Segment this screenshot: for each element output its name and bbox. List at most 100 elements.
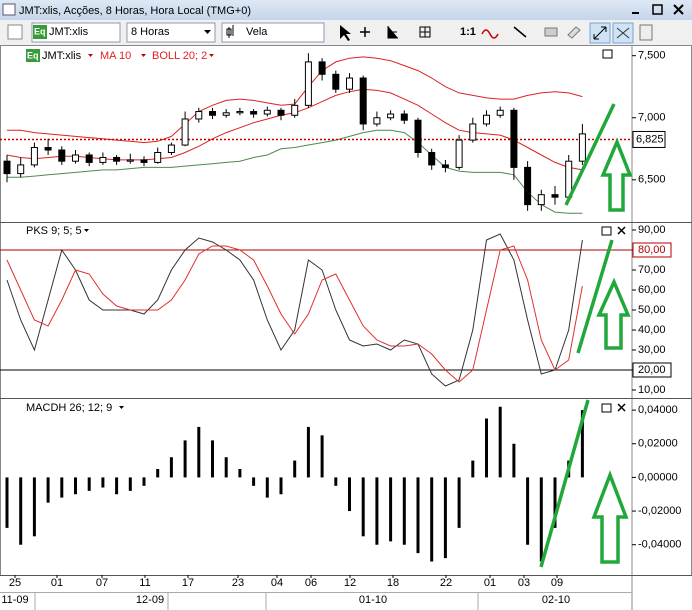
candle-body (346, 77, 353, 90)
eq-badge-text: Eq (27, 50, 39, 60)
cursor-tool[interactable] (340, 25, 351, 41)
eq-badge (26, 49, 40, 62)
y-tick-label: 40,00 (638, 324, 666, 336)
indicator-tool[interactable] (481, 29, 499, 39)
window-icon (2, 3, 16, 16)
x-tick-label: 23 (232, 577, 244, 589)
y-tick-label: 7,000 (638, 112, 666, 124)
candle-body (428, 151, 436, 166)
window-title: JMT:xlis, Acções, 8 Horas, Hora Local (T… (19, 5, 251, 17)
candle-body (167, 144, 175, 153)
x-period-label: 11-09 (1, 594, 28, 606)
eraser-tool[interactable] (544, 27, 558, 37)
candle-body (318, 61, 326, 75)
legend-boll[interactable]: BOLL 20; 2 (152, 50, 207, 62)
y-tick-label: 90,00 (638, 224, 666, 236)
close-button[interactable] (673, 4, 684, 15)
oscillator-line (6, 245, 583, 383)
x-tick-label: 09 (551, 577, 563, 589)
candle-body (99, 156, 107, 163)
zoom-text[interactable]: 1:1 (460, 26, 476, 38)
panel-close[interactable] (617, 226, 626, 235)
pen-tool[interactable] (567, 26, 581, 39)
dropdown-arrow (204, 30, 211, 34)
candle-body (277, 109, 285, 116)
candle-body (154, 151, 162, 163)
candle-body (524, 166, 532, 206)
period-select[interactable] (126, 22, 216, 43)
candle-body (537, 194, 545, 206)
x-tick-label: 12 (344, 577, 356, 589)
candle-body (263, 109, 271, 115)
x-period-label: 01-10 (359, 594, 387, 606)
trend-line (564, 103, 616, 206)
symbol-text: JMT:xlis (49, 26, 89, 38)
chart-type-select[interactable] (221, 22, 325, 43)
candle-body (578, 133, 586, 162)
candle-body (58, 149, 66, 162)
x-tick-label: 04 (271, 577, 283, 589)
y-tick-label: 50,00 (638, 304, 666, 316)
candle-body (85, 154, 93, 163)
panel-close[interactable] (617, 403, 626, 412)
candle-body (510, 109, 518, 168)
candle-body (373, 117, 381, 125)
candle-body (359, 77, 367, 125)
y-tick-label: 6,500 (638, 174, 666, 186)
candle-body (400, 113, 408, 121)
x-tick-label: 01 (484, 577, 496, 589)
panel-maximize[interactable] (602, 49, 613, 59)
candle-body (455, 139, 463, 168)
candle-body (469, 123, 477, 141)
candle-body (3, 160, 11, 175)
level-label-box (632, 362, 672, 378)
candle-body (72, 154, 79, 162)
lock-button[interactable] (7, 24, 23, 40)
panel-maximize[interactable] (601, 226, 612, 236)
period-text: 8 Horas (131, 26, 170, 38)
y-tick-label: 20,00 (638, 364, 666, 376)
candle-body (414, 119, 422, 153)
panel-maximize[interactable] (601, 403, 612, 413)
candle-body (30, 147, 38, 166)
y-tick-label: 80,00 (638, 244, 666, 256)
x-tick-label: 25 (9, 577, 21, 589)
trend-line (539, 399, 590, 568)
y-tick-label: 60,00 (638, 284, 666, 296)
grid-tool[interactable] (419, 26, 431, 38)
axis-tool[interactable] (387, 26, 398, 39)
print-tool[interactable] (639, 24, 653, 41)
level-label-box (632, 242, 672, 258)
line-tool[interactable] (513, 26, 527, 38)
y-tick-label: 0,02000 (638, 438, 678, 450)
y-tick-label: 0,04000 (638, 404, 678, 416)
up-arrow (600, 137, 633, 212)
y-tick-label: 30,00 (638, 344, 666, 356)
x-tick-label: 17 (182, 577, 194, 589)
candle-body (250, 111, 258, 115)
legend-symbol[interactable]: JMT:xlis (42, 50, 82, 62)
symbol-input[interactable] (31, 22, 121, 43)
title-bar (0, 0, 692, 20)
y-tick-label: 70,00 (638, 264, 666, 276)
x-tick-label: 22 (440, 577, 452, 589)
eq-badge (33, 25, 47, 39)
chart-type-text: Vela (246, 26, 268, 38)
magnet-icon (616, 27, 630, 39)
x-tick-label: 18 (387, 577, 399, 589)
x-tick-label: 03 (518, 577, 530, 589)
last-price-box (632, 130, 666, 148)
panel-title[interactable]: MACDH 26; 12; 9 (26, 402, 112, 414)
candle-body (222, 112, 230, 116)
eq-badge-text: Eq (34, 26, 46, 36)
maximize-button[interactable] (652, 4, 663, 15)
legend-ma[interactable]: MA 10 (100, 50, 131, 62)
y-tick-label: -0,02000 (638, 505, 681, 517)
crosshair-tool[interactable] (360, 27, 370, 37)
candle-body (126, 159, 134, 162)
panel-title[interactable]: PKS 9; 5; 5 (26, 225, 82, 237)
x-period-label: 12-09 (136, 594, 164, 606)
candle-body (441, 164, 449, 168)
